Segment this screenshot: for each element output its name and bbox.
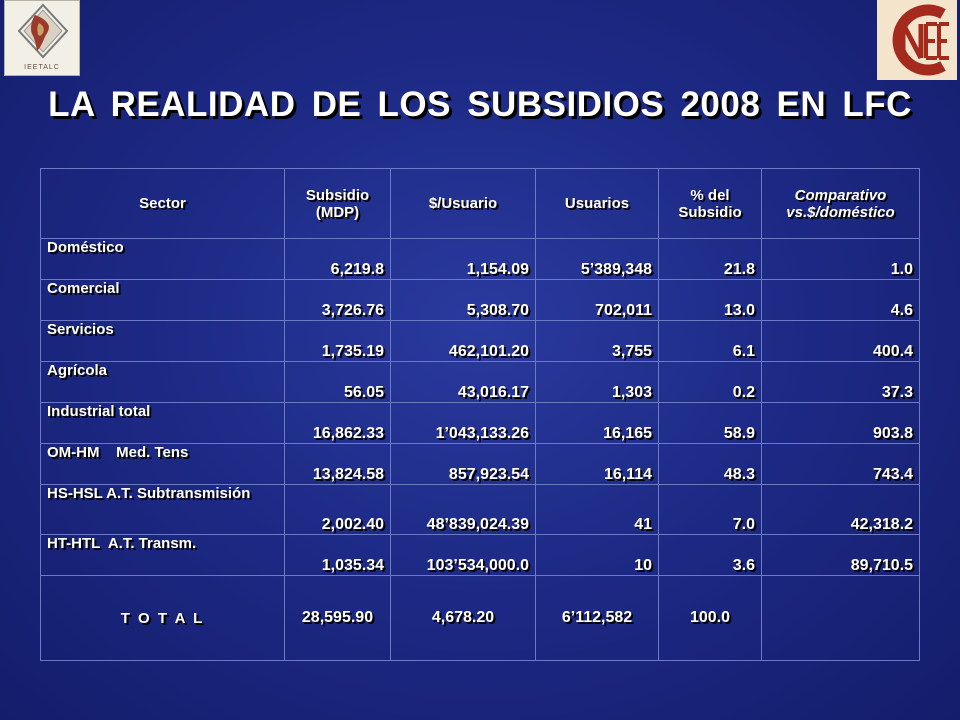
- table-row: HS-HSL A.T. Subtransmisión 2,002.40 48’8…: [40, 484, 920, 535]
- row-sector: Agrícola: [40, 361, 285, 403]
- total-usuario-cost: 4,678.20: [390, 575, 536, 661]
- cnee-logo: [877, 0, 957, 80]
- row-pct: 3.6: [658, 534, 762, 576]
- row-subsidio: 2,002.40: [284, 484, 391, 535]
- row-sector: HT-HTL A.T. Transm.: [40, 534, 285, 576]
- row-subsidio: 13,824.58: [284, 443, 391, 485]
- header-usuarios: Usuarios: [535, 168, 659, 239]
- table-header-row: Sector Subsidio (MDP) $/Usuario Usuarios…: [40, 168, 920, 239]
- row-sector: OM-HM Med. Tens: [40, 443, 285, 485]
- header-sector: Sector: [40, 168, 285, 239]
- row-usuarios: 16,114: [535, 443, 659, 485]
- table-row: Agrícola 56.05 43,016.17 1,303 0.2 37.3: [40, 361, 920, 403]
- logo-caption: IEETALC: [24, 64, 60, 71]
- row-usuarios: 3,755: [535, 320, 659, 362]
- row-subsidio: 56.05: [284, 361, 391, 403]
- total-usuarios: 6’112,582: [535, 575, 659, 661]
- row-usuario-cost: 43,016.17: [390, 361, 536, 403]
- row-subsidio: 1,735.19: [284, 320, 391, 362]
- table-row: HT-HTL A.T. Transm. 1,035.34 103’534,000…: [40, 534, 920, 576]
- row-comparativo: 42,318.2: [761, 484, 920, 535]
- row-sector: Doméstico: [40, 238, 285, 280]
- total-subsidio: 28,595.90: [284, 575, 391, 661]
- total-label: T O T A L: [40, 575, 285, 661]
- row-pct: 6.1: [658, 320, 762, 362]
- row-subsidio: 1,035.34: [284, 534, 391, 576]
- row-comparativo: 400.4: [761, 320, 920, 362]
- total-pct: 100.0: [658, 575, 762, 661]
- row-usuarios: 41: [535, 484, 659, 535]
- row-subsidio: 16,862.33: [284, 402, 391, 444]
- row-usuario-cost: 1’043,133.26: [390, 402, 536, 444]
- table-total-row: T O T A L 28,595.90 4,678.20 6’112,582 1…: [40, 575, 920, 661]
- row-comparativo: 903.8: [761, 402, 920, 444]
- header-pct: % del Subsidio: [658, 168, 762, 239]
- subsidy-table: Sector Subsidio (MDP) $/Usuario Usuarios…: [40, 168, 920, 661]
- header-usuario-cost: $/Usuario: [390, 168, 536, 239]
- row-usuario-cost: 103’534,000.0: [390, 534, 536, 576]
- row-usuario-cost: 857,923.54: [390, 443, 536, 485]
- row-usuario-cost: 48’839,024.39: [390, 484, 536, 535]
- ieetalc-emblem-icon: [17, 3, 69, 59]
- row-pct: 0.2: [658, 361, 762, 403]
- row-pct: 21.8: [658, 238, 762, 280]
- row-usuarios: 1,303: [535, 361, 659, 403]
- row-comparativo: 1.0: [761, 238, 920, 280]
- table-row: Industrial total 16,862.33 1’043,133.26 …: [40, 402, 920, 444]
- row-usuarios: 5’389,348: [535, 238, 659, 280]
- row-comparativo: 37.3: [761, 361, 920, 403]
- row-comparativo: 4.6: [761, 279, 920, 321]
- row-sector: Servicios: [40, 320, 285, 362]
- slide-title: LA REALIDAD DE LOS SUBSIDIOS 2008 EN LFC: [48, 85, 912, 124]
- total-comparativo-empty: [761, 575, 920, 661]
- row-comparativo: 89,710.5: [761, 534, 920, 576]
- row-pct: 13.0: [658, 279, 762, 321]
- row-usuarios: 702,011: [535, 279, 659, 321]
- row-sector: Comercial: [40, 279, 285, 321]
- row-usuario-cost: 462,101.20: [390, 320, 536, 362]
- ieetalc-logo: IEETALC: [4, 0, 80, 76]
- table-row: OM-HM Med. Tens 13,824.58 857,923.54 16,…: [40, 443, 920, 485]
- row-usuarios: 16,165: [535, 402, 659, 444]
- row-sector: HS-HSL A.T. Subtransmisión: [40, 484, 285, 535]
- header-subsidio: Subsidio (MDP): [284, 168, 391, 239]
- header-comparativo: Comparativo vs.$/doméstico: [761, 168, 920, 239]
- row-pct: 7.0: [658, 484, 762, 535]
- row-pct: 48.3: [658, 443, 762, 485]
- table-row: Comercial 3,726.76 5,308.70 702,011 13.0…: [40, 279, 920, 321]
- row-usuarios: 10: [535, 534, 659, 576]
- row-usuario-cost: 5,308.70: [390, 279, 536, 321]
- table-row: Doméstico 6,219.8 1,154.09 5’389,348 21.…: [40, 238, 920, 280]
- row-pct: 58.9: [658, 402, 762, 444]
- row-subsidio: 6,219.8: [284, 238, 391, 280]
- row-usuario-cost: 1,154.09: [390, 238, 536, 280]
- row-subsidio: 3,726.76: [284, 279, 391, 321]
- cnee-emblem-icon: [877, 0, 957, 80]
- table-row: Servicios 1,735.19 462,101.20 3,755 6.1 …: [40, 320, 920, 362]
- row-sector: Industrial total: [40, 402, 285, 444]
- row-comparativo: 743.4: [761, 443, 920, 485]
